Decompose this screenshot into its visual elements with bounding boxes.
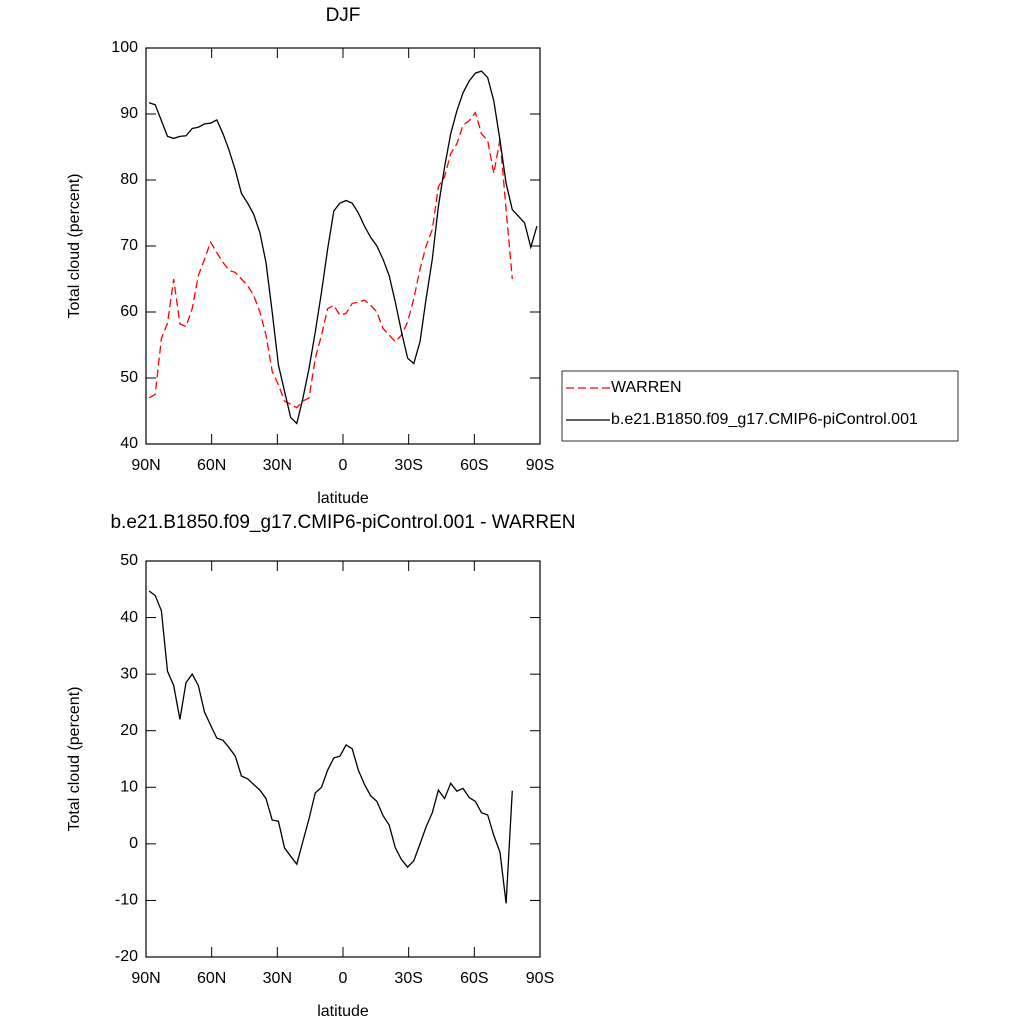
x-tick-label: 60N (197, 457, 226, 474)
chart-title: b.e21.B1850.f09_g17.CMIP6-piControl.001 … (110, 512, 575, 533)
y-axis-label: Total cloud (percent) (66, 687, 83, 832)
x-tick-label: 0 (339, 457, 348, 474)
x-tick-label: 60S (460, 970, 488, 987)
y-tick-label: 70 (120, 237, 138, 254)
data-line (148, 70, 538, 425)
y-tick-label: 60 (120, 303, 138, 320)
y-tick-label: 80 (120, 171, 138, 188)
plot-frame (145, 47, 541, 445)
data-line (148, 590, 513, 904)
x-tick-label: 30S (394, 457, 422, 474)
y-tick-label: 30 (120, 665, 138, 682)
x-axis-label: latitude (317, 1003, 369, 1020)
x-tick-label: 90N (131, 457, 160, 474)
y-tick-label: 40 (120, 435, 138, 452)
plot-frame (145, 560, 541, 958)
y-tick-label: 100 (111, 39, 138, 56)
x-tick-label: 60S (460, 457, 488, 474)
x-tick-label: 90S (526, 457, 554, 474)
legend-label: b.e21.B1850.f09_g17.CMIP6-piControl.001 (611, 411, 918, 428)
y-tick-label: 50 (120, 552, 138, 569)
y-tick-label: 20 (120, 722, 138, 739)
x-tick-label: 30N (263, 457, 292, 474)
x-tick-label: 30S (394, 970, 422, 987)
y-tick-label: 40 (120, 609, 138, 626)
x-tick-label: 90N (131, 970, 160, 987)
y-axis-label: Total cloud (percent) (66, 174, 83, 319)
x-axis-label: latitude (317, 490, 369, 507)
y-tick-label: -20 (115, 948, 138, 965)
y-tick-label: 50 (120, 369, 138, 386)
x-tick-label: 60N (197, 970, 226, 987)
x-tick-label: 0 (339, 970, 348, 987)
y-tick-label: -10 (115, 892, 138, 909)
y-tick-label: 10 (120, 779, 138, 796)
data-line (148, 111, 513, 409)
x-tick-label: 90S (526, 970, 554, 987)
x-tick-label: 30N (263, 970, 292, 987)
y-tick-label: 0 (129, 835, 138, 852)
legend-box (561, 370, 959, 442)
chart-title: DJF (326, 5, 361, 26)
legend-label: WARREN (611, 379, 682, 396)
y-tick-label: 90 (120, 105, 138, 122)
